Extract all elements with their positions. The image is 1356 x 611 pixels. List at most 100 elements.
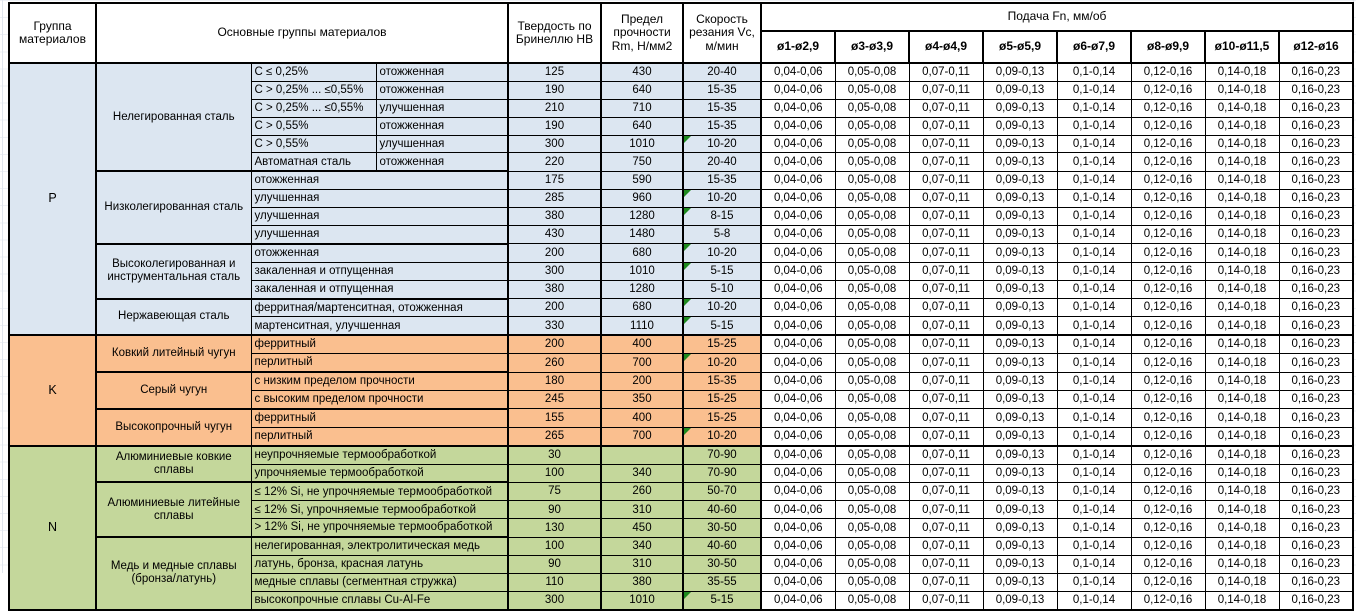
strength-cell[interactable]: 310 [600,500,684,520]
feed-cell[interactable]: 0,12-0,16 [1130,61,1206,82]
feed-cell[interactable]: 0,07-0,11 [908,80,984,100]
feed-cell[interactable]: 0,09-0,13 [982,572,1058,592]
feed-cell[interactable]: 0,16-0,23 [1278,390,1354,410]
feed-cell[interactable]: 0,09-0,13 [982,590,1058,611]
feed-cell[interactable]: 0,12-0,16 [1130,261,1206,281]
feed-cell[interactable]: 0,09-0,13 [982,481,1058,502]
feed-cell[interactable]: 0,12-0,16 [1130,408,1206,428]
hardness-cell[interactable]: 110 [507,572,602,592]
feed-cell[interactable]: 0,14-0,18 [1204,207,1280,227]
feed-cell[interactable]: 0,1-0,14 [1056,353,1132,373]
material-variant-cell[interactable]: улучшенная [250,189,509,209]
feed-cell[interactable]: 0,04-0,06 [760,243,836,263]
feed-cell[interactable]: 0,04-0,06 [760,463,836,483]
cutting-speed-cell[interactable]: 10-20 [682,189,762,209]
hardness-cell[interactable]: 380 [507,207,602,227]
feed-cell[interactable]: 0,1-0,14 [1056,134,1132,154]
feed-cell[interactable]: 0,07-0,11 [908,116,984,136]
feed-cell[interactable]: 0,05-0,08 [834,116,910,136]
feed-cell[interactable]: 0,09-0,13 [982,555,1058,574]
feed-cell[interactable]: 0,07-0,11 [908,189,984,209]
strength-cell[interactable]: 1010 [600,134,684,154]
feed-cell[interactable]: 0,16-0,23 [1278,225,1354,245]
feed-cell[interactable]: 0,16-0,23 [1278,518,1354,538]
material-subgroup-cell[interactable]: Высоколегированная и инструментальная ст… [95,242,252,300]
cutting-speed-cell[interactable]: 15-35 [682,116,762,136]
cutting-speed-cell[interactable]: 15-35 [682,170,762,191]
feed-cell[interactable]: 0,04-0,06 [760,279,836,300]
feed-cell[interactable]: 0,07-0,11 [908,243,984,263]
feed-cell[interactable]: 0,04-0,06 [760,298,836,318]
feed-cell[interactable]: 0,12-0,16 [1130,243,1206,263]
feed-cell[interactable]: 0,16-0,23 [1278,152,1354,172]
feed-cell[interactable]: 0,09-0,13 [982,116,1058,136]
header-feed-d5[interactable]: ø5-ø5,9 [982,30,1058,64]
feed-cell[interactable]: 0,09-0,13 [982,243,1058,263]
strength-cell[interactable]: 200 [600,371,684,392]
feed-cell[interactable]: 0,14-0,18 [1204,152,1280,172]
feed-cell[interactable]: 0,12-0,16 [1130,152,1206,172]
cutting-speed-cell[interactable]: 8-15 [682,207,762,227]
carbon-spec-cell[interactable]: C > 0,55% [250,134,377,154]
feed-cell[interactable]: 0,16-0,23 [1278,298,1354,318]
feed-cell[interactable]: 0,04-0,06 [760,225,836,245]
cutting-speed-cell[interactable]: 15-35 [682,371,762,392]
feed-cell[interactable]: 0,14-0,18 [1204,371,1280,392]
feed-cell[interactable]: 0,05-0,08 [834,426,910,447]
material-variant-cell[interactable]: улучшенная [250,207,509,227]
hardness-cell[interactable]: 100 [507,536,602,557]
cutting-speed-cell[interactable]: 15-35 [682,80,762,100]
feed-cell[interactable]: 0,1-0,14 [1056,371,1132,392]
material-subgroup-cell[interactable]: Алюминиевые литейные сплавы [95,481,252,538]
strength-cell[interactable]: 640 [600,80,684,100]
feed-cell[interactable]: 0,09-0,13 [982,518,1058,538]
feed-cell[interactable]: 0,05-0,08 [834,371,910,392]
feed-cell[interactable]: 0,07-0,11 [908,353,984,373]
feed-cell[interactable]: 0,07-0,11 [908,371,984,392]
feed-cell[interactable]: 0,04-0,06 [760,536,836,557]
material-variant-cell[interactable]: с высоким пределом прочности [250,390,509,410]
carbon-spec-cell[interactable]: Автоматная сталь [250,152,377,172]
hardness-cell[interactable]: 190 [507,80,602,100]
cutting-speed-cell[interactable]: 20-40 [682,61,762,82]
header-main-groups[interactable]: Основные группы материалов [95,2,509,64]
feed-cell[interactable]: 0,12-0,16 [1130,298,1206,318]
feed-cell[interactable]: 0,05-0,08 [834,500,910,520]
feed-cell[interactable]: 0,07-0,11 [908,261,984,281]
feed-cell[interactable]: 0,09-0,13 [982,98,1058,118]
feed-cell[interactable]: 0,09-0,13 [982,463,1058,483]
hardness-cell[interactable]: 130 [507,518,602,538]
feed-cell[interactable]: 0,14-0,18 [1204,390,1280,410]
material-subgroup-cell[interactable]: Ковкий литейный чугун [95,334,252,373]
feed-cell[interactable]: 0,05-0,08 [834,408,910,428]
hardness-cell[interactable]: 380 [507,279,602,300]
feed-cell[interactable]: 0,16-0,23 [1278,426,1354,447]
feed-cell[interactable]: 0,04-0,06 [760,518,836,538]
strength-cell[interactable]: 430 [600,61,684,82]
header-feed-d4[interactable]: ø4-ø4,9 [908,30,984,64]
feed-cell[interactable]: 0,04-0,06 [760,80,836,100]
strength-cell[interactable]: 1010 [600,590,684,611]
feed-cell[interactable]: 0,12-0,16 [1130,555,1206,574]
strength-cell[interactable]: 680 [600,298,684,318]
feed-cell[interactable]: 0,09-0,13 [982,408,1058,428]
feed-cell[interactable]: 0,04-0,06 [760,408,836,428]
feed-cell[interactable]: 0,16-0,23 [1278,572,1354,592]
material-variant-cell[interactable]: > 12% Si, не упрочняемые термообработкой [250,518,509,538]
feed-cell[interactable]: 0,12-0,16 [1130,170,1206,191]
strength-cell[interactable]: 450 [600,518,684,538]
feed-cell[interactable]: 0,07-0,11 [908,170,984,191]
cutting-speed-cell[interactable]: 50-70 [682,481,762,502]
heat-state-cell[interactable]: отожженная [375,116,509,136]
strength-cell[interactable]: 1480 [600,225,684,245]
feed-cell[interactable]: 0,16-0,23 [1278,98,1354,118]
feed-cell[interactable]: 0,07-0,11 [908,279,984,300]
feed-cell[interactable]: 0,12-0,16 [1130,371,1206,392]
strength-cell[interactable]: 960 [600,189,684,209]
feed-cell[interactable]: 0,07-0,11 [908,481,984,502]
hardness-cell[interactable]: 175 [507,170,602,191]
feed-cell[interactable]: 0,09-0,13 [982,189,1058,209]
feed-cell[interactable]: 0,14-0,18 [1204,536,1280,557]
feed-cell[interactable]: 0,05-0,08 [834,261,910,281]
feed-cell[interactable]: 0,09-0,13 [982,298,1058,318]
